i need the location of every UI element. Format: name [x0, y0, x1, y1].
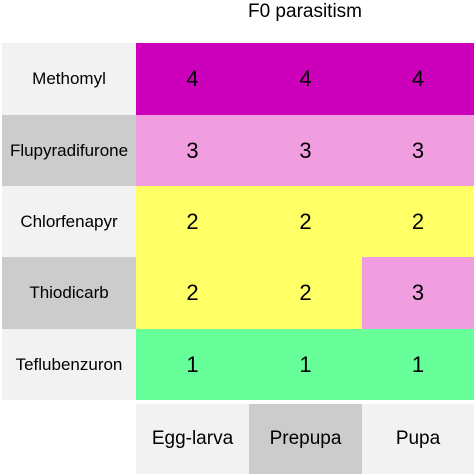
heatmap-cell-teflubenzuron-egg-larva: 1: [136, 329, 249, 400]
column-label-egg-larva: Egg-larva: [136, 404, 249, 474]
heatmap-cell-flupyradifurone-egg-larva: 3: [136, 115, 249, 186]
heatmap-cell-chlorfenapyr-prepupa: 2: [249, 186, 362, 257]
column-label-prepupa: Prepupa: [249, 404, 362, 474]
heatmap-cell-methomyl-prepupa: 4: [249, 43, 362, 115]
column-label-pupa: Pupa: [362, 404, 474, 474]
row-label-flupyradifurone: Flupyradifurone: [2, 115, 136, 186]
heatmap-cell-thiodicarb-pupa: 3: [362, 257, 474, 329]
heatmap-cell-methomyl-pupa: 4: [362, 43, 474, 115]
heatmap-cell-methomyl-egg-larva: 4: [136, 43, 249, 115]
heatmap-cell-flupyradifurone-prepupa: 3: [249, 115, 362, 186]
heatmap-cell-teflubenzuron-prepupa: 1: [249, 329, 362, 400]
heatmap-cell-flupyradifurone-pupa: 3: [362, 115, 474, 186]
row-label-methomyl: Methomyl: [2, 43, 136, 115]
row-label-thiodicarb: Thiodicarb: [2, 257, 136, 329]
heatmap-cell-chlorfenapyr-egg-larva: 2: [136, 186, 249, 257]
heatmap-cell-thiodicarb-prepupa: 2: [249, 257, 362, 329]
row-label-teflubenzuron: Teflubenzuron: [2, 329, 136, 400]
row-label-chlorfenapyr: Chlorfenapyr: [2, 186, 136, 257]
chart-title: F0 parasitism: [247, 1, 363, 22]
heatmap-cell-thiodicarb-egg-larva: 2: [136, 257, 249, 329]
heatmap-cell-chlorfenapyr-pupa: 2: [362, 186, 474, 257]
heatmap-cell-teflubenzuron-pupa: 1: [362, 329, 474, 400]
